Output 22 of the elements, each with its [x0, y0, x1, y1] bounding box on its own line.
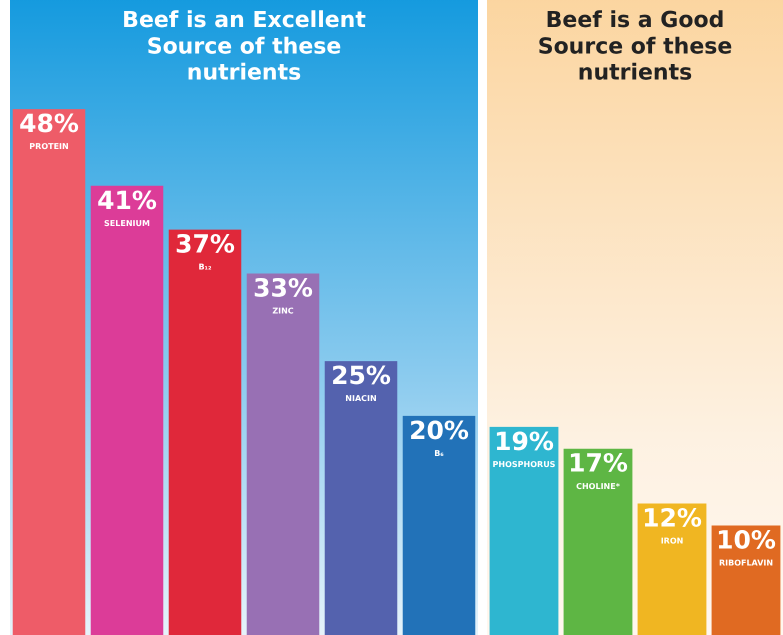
x-tick-label: B₁₂: [198, 262, 212, 272]
x-tick-label: ZINC: [272, 306, 294, 316]
data-label: 48%: [19, 109, 79, 138]
data-label: 25%: [331, 361, 391, 390]
x-tick-label: RIBOFLAVIN: [718, 558, 774, 568]
data-label: 20%: [409, 416, 469, 445]
x-tick-label: PHOSPHORUS: [492, 460, 556, 469]
x-tick-label: NIACIN: [345, 394, 377, 404]
data-label: 19%: [494, 426, 554, 456]
data-label: 37%: [175, 230, 235, 259]
data-label: 33%: [253, 273, 313, 302]
data-label: 10%: [716, 525, 776, 554]
x-tick-label: B₆: [434, 448, 444, 458]
data-label: 41%: [97, 186, 157, 215]
data-label: 17%: [568, 448, 628, 478]
x-tick-label: SELENIUM: [104, 218, 150, 228]
chart-title: Beef is a Good Source of these nutrients: [538, 8, 732, 86]
x-tick-label: PROTEIN: [29, 142, 69, 152]
chart-title: Beef is an Excellent Source of these nutrients: [122, 8, 366, 86]
x-tick-label: IRON: [660, 536, 684, 546]
x-tick-label: CHOLINE*: [576, 482, 621, 491]
data-label: 12%: [642, 504, 702, 533]
